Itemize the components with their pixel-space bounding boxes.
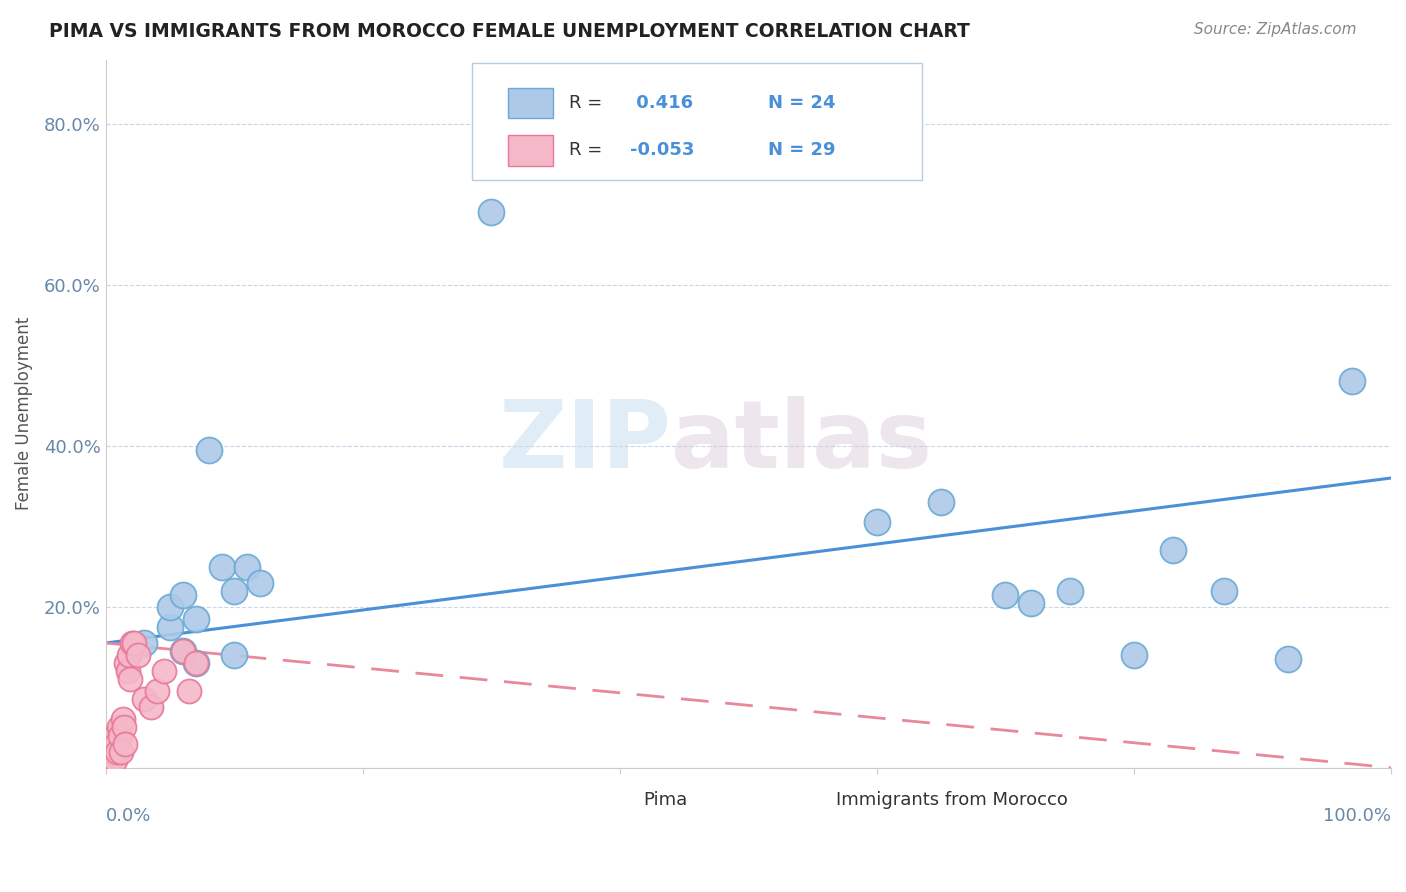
- Point: [108, 729, 131, 743]
- Text: R =: R =: [568, 141, 602, 160]
- Point: [104, 753, 127, 767]
- Point: [118, 648, 141, 662]
- Point: [101, 737, 124, 751]
- Point: [1161, 543, 1184, 558]
- Text: Pima: Pima: [643, 790, 688, 808]
- Point: [179, 684, 201, 698]
- Point: [159, 599, 181, 614]
- Point: [1277, 652, 1299, 666]
- Text: ZIP: ZIP: [499, 396, 671, 488]
- Point: [114, 737, 136, 751]
- Point: [224, 648, 246, 662]
- Text: atlas: atlas: [671, 396, 932, 488]
- Point: [172, 588, 194, 602]
- Point: [97, 761, 120, 775]
- Point: [929, 495, 952, 509]
- Point: [103, 745, 125, 759]
- Text: Immigrants from Morocco: Immigrants from Morocco: [835, 790, 1067, 808]
- Point: [107, 721, 129, 735]
- Point: [1341, 375, 1364, 389]
- Point: [112, 721, 135, 735]
- Point: [1019, 596, 1042, 610]
- Point: [134, 636, 156, 650]
- Text: 0.416: 0.416: [630, 94, 693, 112]
- Point: [1059, 583, 1081, 598]
- Point: [104, 729, 127, 743]
- Point: [100, 745, 122, 759]
- Point: [197, 442, 219, 457]
- Point: [184, 612, 207, 626]
- FancyBboxPatch shape: [591, 786, 626, 813]
- Text: 0.0%: 0.0%: [105, 806, 152, 824]
- FancyBboxPatch shape: [472, 63, 922, 180]
- Point: [236, 559, 259, 574]
- Point: [115, 656, 138, 670]
- Point: [249, 575, 271, 590]
- Point: [110, 745, 132, 759]
- Point: [479, 205, 502, 219]
- Point: [146, 684, 169, 698]
- Text: R =: R =: [568, 94, 602, 112]
- Text: Source: ZipAtlas.com: Source: ZipAtlas.com: [1194, 22, 1357, 37]
- Point: [211, 559, 233, 574]
- Text: N = 29: N = 29: [768, 141, 835, 160]
- Text: N = 24: N = 24: [768, 94, 835, 112]
- Point: [120, 672, 142, 686]
- Point: [159, 620, 181, 634]
- Text: -0.053: -0.053: [630, 141, 695, 160]
- Point: [184, 656, 207, 670]
- Point: [122, 636, 145, 650]
- Text: PIMA VS IMMIGRANTS FROM MOROCCO FEMALE UNEMPLOYMENT CORRELATION CHART: PIMA VS IMMIGRANTS FROM MOROCCO FEMALE U…: [49, 22, 970, 41]
- Point: [139, 700, 162, 714]
- Point: [172, 644, 194, 658]
- FancyBboxPatch shape: [508, 135, 553, 166]
- Point: [1123, 648, 1146, 662]
- Point: [1213, 583, 1236, 598]
- Point: [184, 656, 207, 670]
- Y-axis label: Female Unemployment: Female Unemployment: [15, 317, 32, 510]
- Point: [105, 737, 128, 751]
- FancyBboxPatch shape: [783, 786, 820, 813]
- Point: [111, 713, 134, 727]
- Point: [172, 644, 194, 658]
- Text: 100.0%: 100.0%: [1323, 806, 1391, 824]
- Point: [127, 648, 149, 662]
- Point: [866, 516, 889, 530]
- Point: [152, 664, 174, 678]
- Point: [98, 753, 121, 767]
- Point: [107, 745, 129, 759]
- Point: [117, 664, 139, 678]
- Point: [994, 588, 1017, 602]
- FancyBboxPatch shape: [508, 87, 553, 119]
- Point: [224, 583, 246, 598]
- Point: [134, 692, 156, 706]
- Point: [121, 636, 143, 650]
